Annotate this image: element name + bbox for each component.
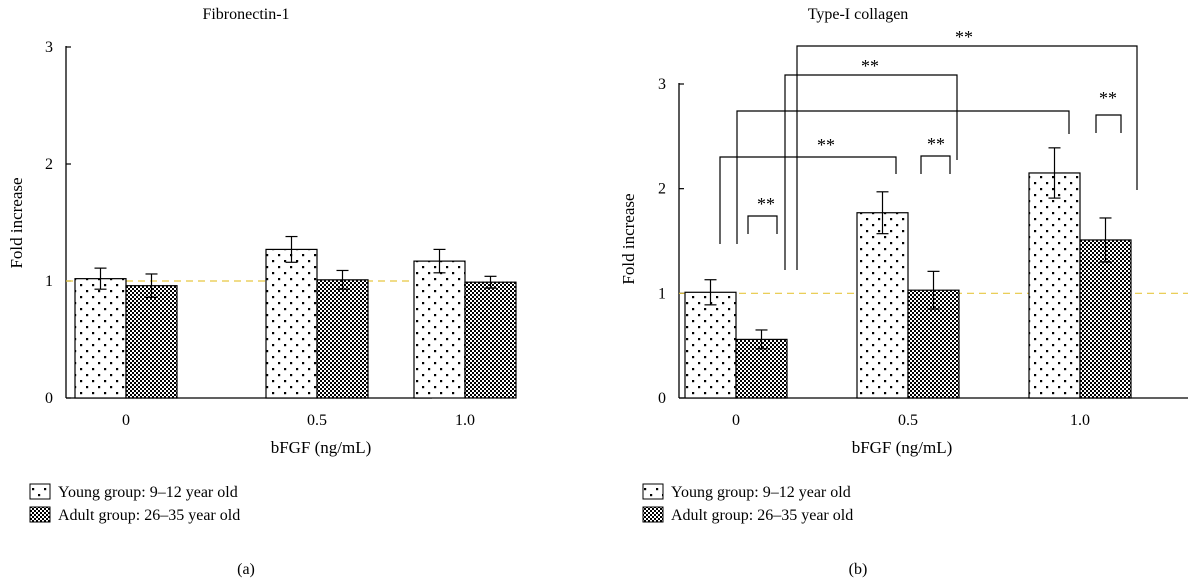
significance-bracket [1095,114,1122,133]
y-tick-label: 2 [45,156,53,173]
y-axis-label: Fold increase [7,177,26,268]
bar-adult [464,281,517,399]
bar-young [856,212,909,399]
panel-label: (a) [237,561,255,578]
legend-swatch-young [642,483,664,500]
x-tick-label: 1.0 [1070,412,1090,429]
y-tick-label: 3 [45,39,53,56]
bar-young [684,291,737,399]
significance-marker: ** [757,194,775,214]
x-tick-label: 0.5 [898,412,918,429]
legend-label-adult: Adult group: 26–35 year old [671,507,853,524]
significance-marker: ** [861,56,879,76]
bar-adult [125,285,178,399]
y-tick-label: 3 [658,76,666,93]
panel-label: (b) [849,561,868,578]
chart-title: Fibronectin-1 [202,6,289,23]
legend-label-young: Young group: 9–12 year old [58,484,238,501]
significance-bracket [747,215,778,234]
bar-adult [316,279,369,399]
legend-label-adult: Adult group: 26–35 year old [58,507,240,524]
significance-marker: ** [817,135,835,155]
legend-swatch-young [29,483,51,500]
bar-young [265,248,318,399]
y-tick-label: 1 [658,285,666,302]
y-axis-label: Fold increase [619,193,638,284]
chart-title: Type-I collagen [808,6,909,23]
x-tick-label: 0.5 [307,412,327,429]
bar-young [1028,172,1081,399]
y-tick-label: 0 [658,390,666,407]
x-axis-label: bFGF (ng/mL) [271,438,372,457]
significance-bracket [920,155,951,174]
x-tick-label: 0 [122,412,130,429]
x-tick-label: 1.0 [455,412,475,429]
x-tick-label: 0 [732,412,740,429]
legend-label-young: Young group: 9–12 year old [671,484,851,501]
significance-bracket [796,45,1138,270]
chart-panel-a: Fibronectin-1 0 1 2 3 0 0.5 1.0 Fold increase bFG… [7,6,517,578]
bar-young [74,278,127,399]
chart-panel-b: Type-I collagen 0 1 2 3 0 0.5 1.0 Fold increase b… [619,6,1188,578]
bar-adult [1079,239,1132,399]
x-axis-label: bFGF (ng/mL) [852,438,953,457]
significance-marker: ** [927,134,945,154]
y-tick-label: 0 [45,390,53,407]
significance-bracket [784,74,958,270]
significance-bracket [736,110,1070,244]
legend-swatch-adult [29,506,51,523]
bar-young [413,260,466,399]
y-tick-label: 2 [658,181,666,198]
significance-bracket [719,156,897,244]
legend-swatch-adult [642,506,664,523]
y-tick-label: 1 [45,273,53,290]
significance-marker: ** [955,27,973,47]
significance-marker: ** [1099,88,1117,108]
